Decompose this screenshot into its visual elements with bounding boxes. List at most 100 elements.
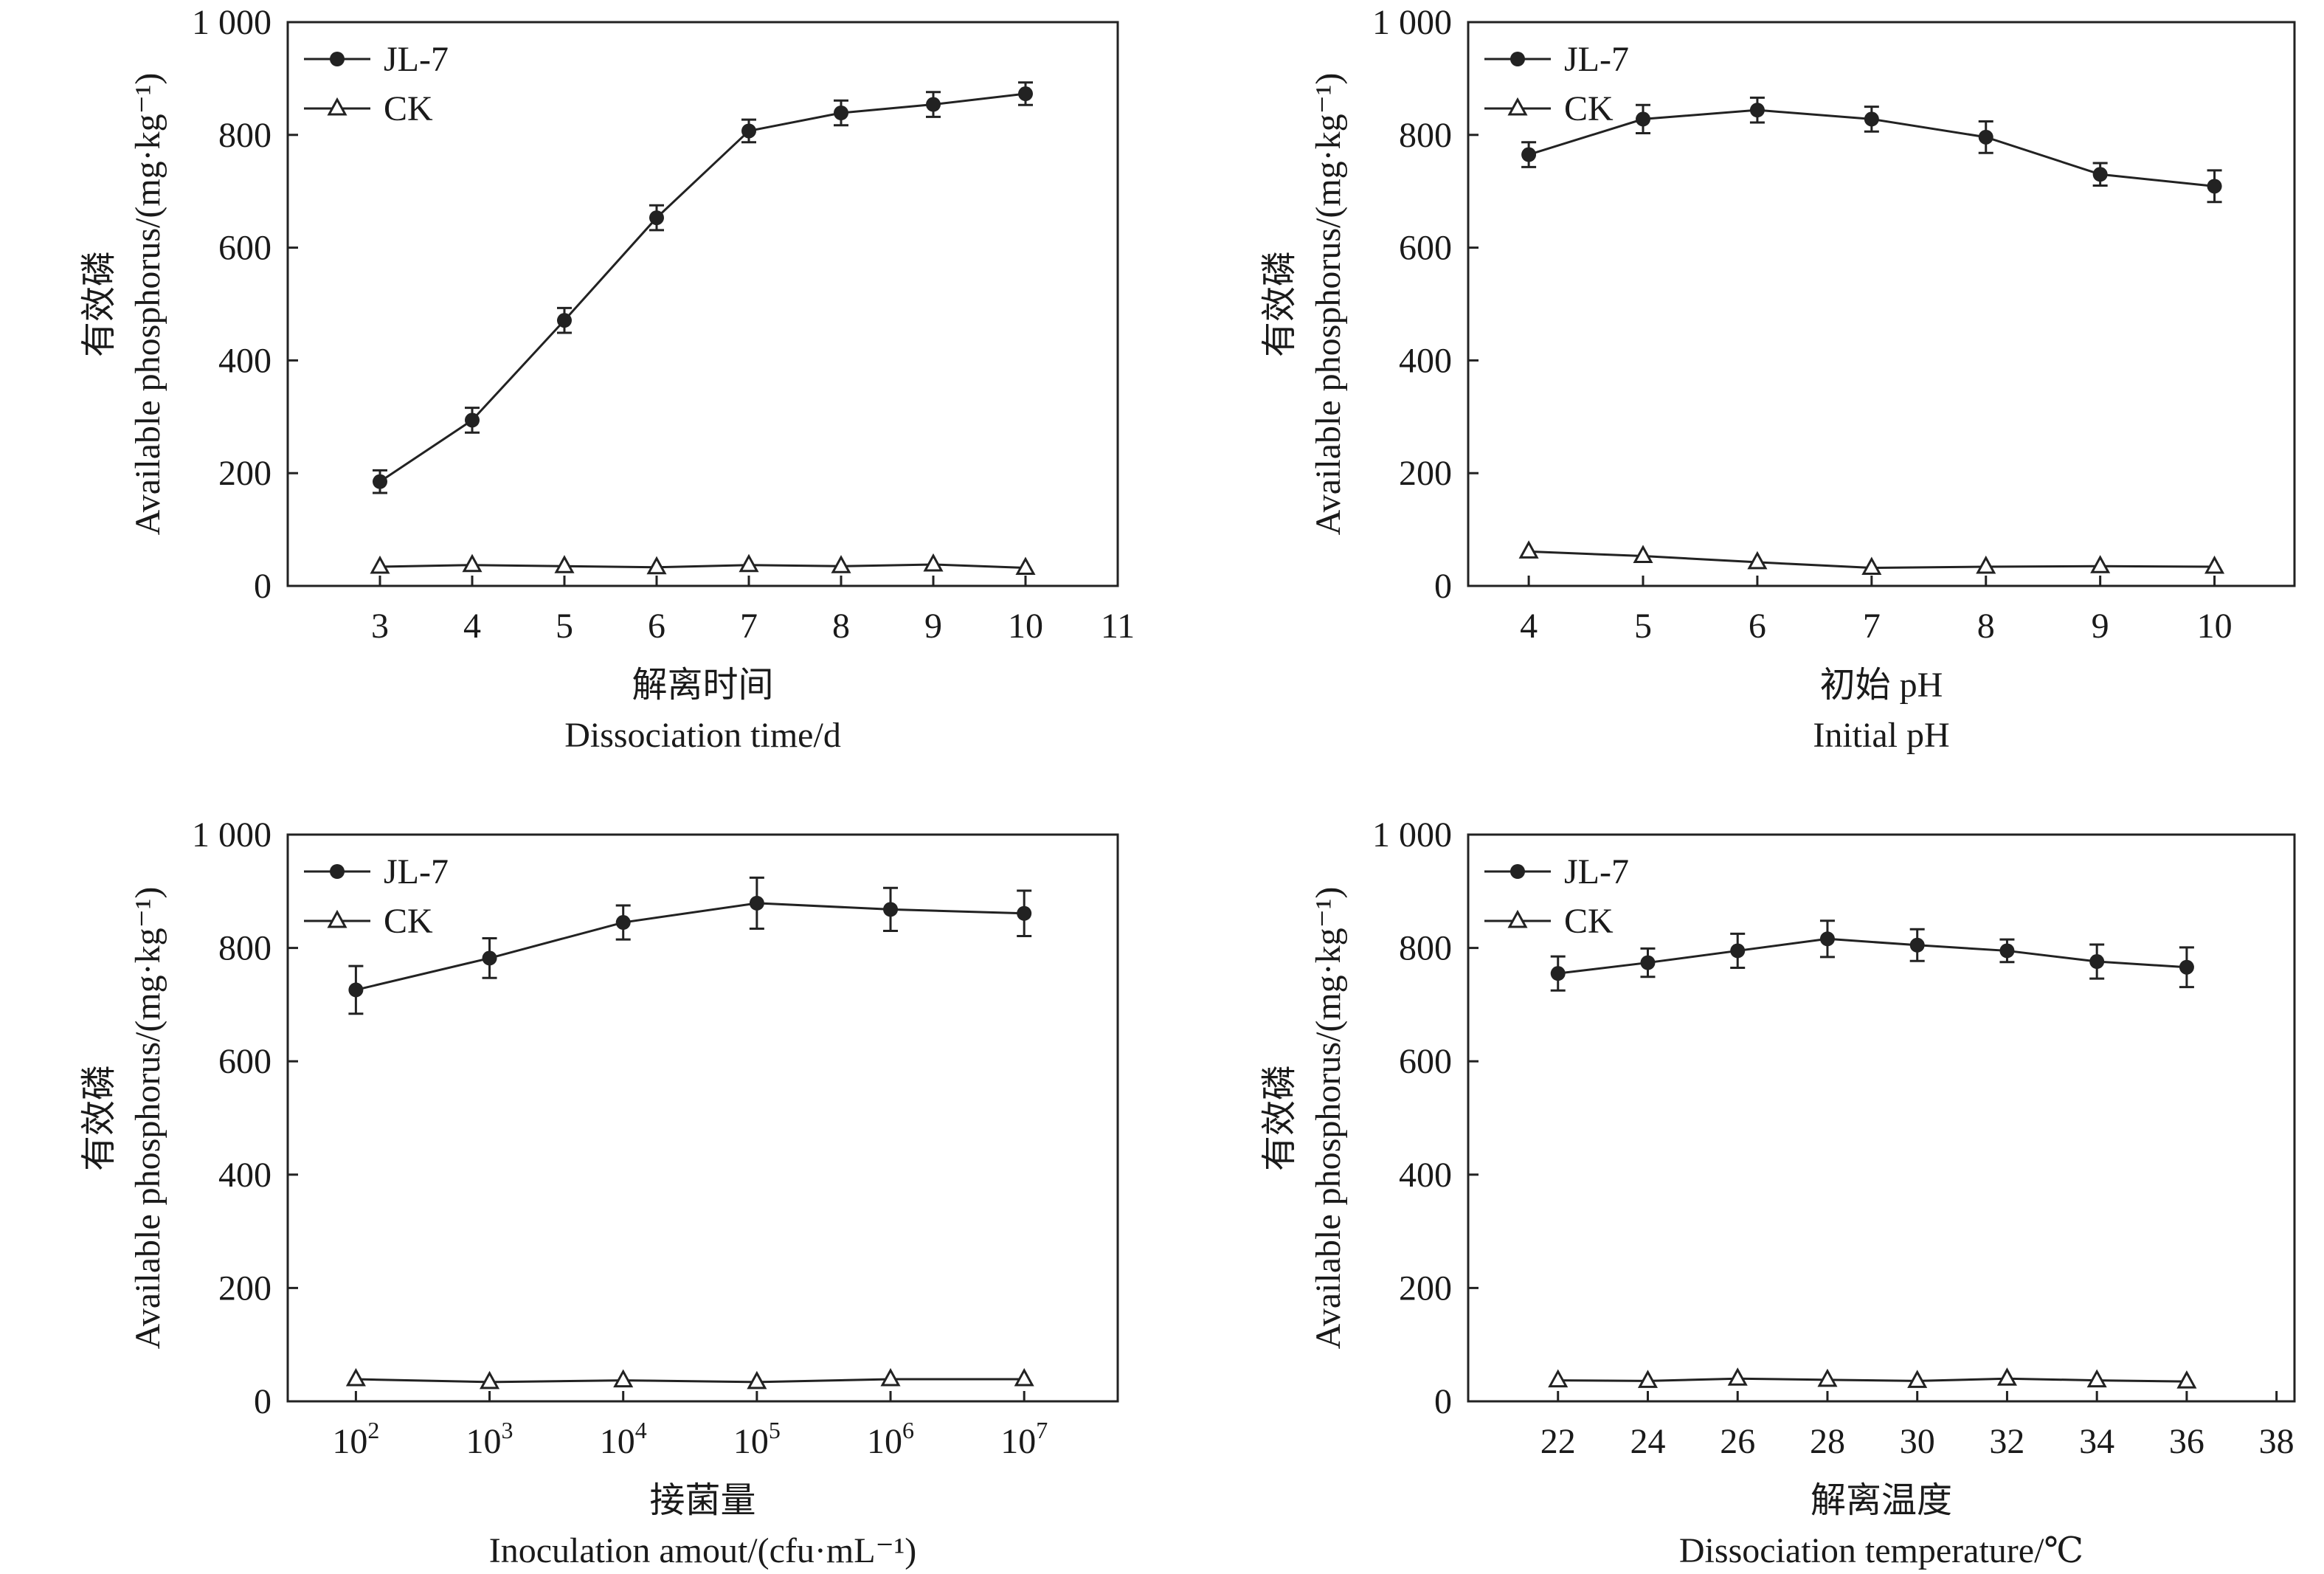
data-point xyxy=(480,1370,500,1390)
plot-frame xyxy=(286,833,1119,1403)
plot-frame xyxy=(1467,21,2296,587)
y-tick-label: 1 000 xyxy=(192,815,272,855)
x-tick-label: 6 xyxy=(1749,607,1766,646)
y-tick-label: 200 xyxy=(1399,1268,1452,1308)
data-point xyxy=(880,1367,901,1387)
x-tick-label: 104 xyxy=(600,1417,647,1461)
data-point xyxy=(749,895,764,911)
data-point xyxy=(1747,550,1768,570)
data-point xyxy=(373,474,387,489)
legend-label: CK xyxy=(1564,89,1614,128)
data-point xyxy=(883,902,899,917)
legend-label: CK xyxy=(1564,902,1614,941)
series-line xyxy=(1557,1377,2187,1383)
data-point xyxy=(1749,103,1765,118)
x-tick-label: 30 xyxy=(1900,1422,1935,1461)
y-tick-label: 600 xyxy=(218,229,272,268)
series-line xyxy=(1557,937,2188,975)
data-point xyxy=(649,210,664,226)
data-point xyxy=(554,555,575,573)
x-tick-label: 102 xyxy=(332,1417,379,1461)
data-point xyxy=(1633,545,1653,564)
data-point xyxy=(1864,111,1879,127)
x-tick-label: 24 xyxy=(1630,1422,1665,1461)
x-axis-label: Initial pH xyxy=(1813,716,1949,755)
data-point xyxy=(741,123,756,139)
y-axis-label-en: Available phosphorus/(mg·kg⁻¹) xyxy=(1309,73,1348,536)
legend-label: JL-7 xyxy=(384,852,449,891)
data-point xyxy=(747,1370,767,1390)
y-tick-label: 800 xyxy=(218,929,272,968)
y-tick-label: 200 xyxy=(1399,454,1452,493)
y-tick-label: 600 xyxy=(1399,229,1452,268)
series-jl-7 xyxy=(1521,96,2222,204)
x-tick-label: 7 xyxy=(740,607,758,646)
series-jl-7 xyxy=(1550,919,2194,992)
series-ck xyxy=(345,1367,1034,1390)
data-point xyxy=(2179,959,2194,975)
x-tick-label: 36 xyxy=(2169,1422,2204,1461)
legend-marker xyxy=(330,52,345,66)
data-point xyxy=(1014,1367,1034,1387)
plot-frame xyxy=(286,21,1119,587)
y-axis-label-en: Available phosphorus/(mg·kg⁻¹) xyxy=(128,73,167,536)
data-point xyxy=(1018,86,1033,102)
x-axis-label: Inoculation amout/(cfu·mL⁻¹) xyxy=(489,1531,917,1570)
series-jl-7 xyxy=(373,81,1033,494)
y-tick-label: 800 xyxy=(1399,929,1452,968)
y-axis-label-en: Available phosphorus/(mg·kg⁻¹) xyxy=(128,887,167,1350)
series-line xyxy=(356,1378,1025,1384)
y-tick-label: 1 000 xyxy=(192,3,272,42)
series-jl-7 xyxy=(348,876,1032,1015)
y-axis-label: 有效磷 Available phosphorus/(mg·kg⁻¹) xyxy=(1260,887,1348,1350)
data-point xyxy=(1819,931,1835,947)
chart-panel-3: 0 200 400 600 800 1 000 102 103 104 105 106 107 接菌量 I… xyxy=(80,815,1119,1570)
y-tick-label: 800 xyxy=(218,116,272,155)
data-point xyxy=(482,950,497,966)
data-point xyxy=(834,106,848,121)
data-point xyxy=(1636,111,1651,127)
data-point xyxy=(1909,937,1925,953)
x-tick-label: 103 xyxy=(466,1417,513,1461)
series-ck xyxy=(1518,540,2225,576)
series-ck xyxy=(370,553,1036,576)
data-point xyxy=(831,555,851,573)
x-tick-label: 105 xyxy=(733,1417,781,1461)
data-point xyxy=(1727,1367,1748,1386)
y-tick-label: 600 xyxy=(218,1042,272,1081)
legend-marker xyxy=(327,909,347,928)
x-tick-label: 9 xyxy=(2092,607,2109,646)
data-point xyxy=(2090,555,2111,573)
legend-marker xyxy=(327,97,347,116)
x-tick-label: 9 xyxy=(924,607,942,646)
x-axis-label-cn: 解离温度 xyxy=(1811,1481,1952,1520)
data-point xyxy=(2092,167,2108,182)
x-tick-label: 34 xyxy=(2079,1422,2114,1461)
y-tick-label: 400 xyxy=(1399,1156,1452,1195)
legend-marker xyxy=(330,864,345,879)
y-axis-label: 有效磷 Available phosphorus/(mg·kg⁻¹) xyxy=(1260,73,1348,536)
x-tick-label: 5 xyxy=(556,607,573,646)
plot-frame xyxy=(1467,833,2296,1403)
data-point xyxy=(1996,1367,2017,1386)
y-tick-label: 0 xyxy=(1434,1382,1452,1421)
chart-panel-1: 0 200 400 600 800 1 000 3 4 5 6 7 8 9 10 11 解离时间 Dissoci… xyxy=(80,3,1135,755)
legend-label: JL-7 xyxy=(1564,40,1629,79)
data-point xyxy=(1015,556,1036,576)
legend-label: JL-7 xyxy=(384,40,449,79)
y-axis-label-cn: 有效磷 xyxy=(1260,1065,1299,1171)
data-point xyxy=(2176,1370,2197,1389)
data-point xyxy=(1730,943,1746,959)
x-tick-label: 5 xyxy=(1634,607,1652,646)
data-point xyxy=(345,1367,366,1387)
x-tick-label: 22 xyxy=(1540,1422,1576,1461)
data-point xyxy=(1548,1369,1569,1388)
x-tick-label: 8 xyxy=(832,607,850,646)
x-tick-label: 7 xyxy=(1863,607,1881,646)
data-point xyxy=(1637,1370,1659,1388)
x-tick-label: 38 xyxy=(2259,1422,2294,1461)
x-tick-exponent: 4 xyxy=(635,1417,647,1443)
data-point xyxy=(465,413,480,428)
data-point xyxy=(1907,1370,1928,1388)
data-point xyxy=(370,555,390,574)
